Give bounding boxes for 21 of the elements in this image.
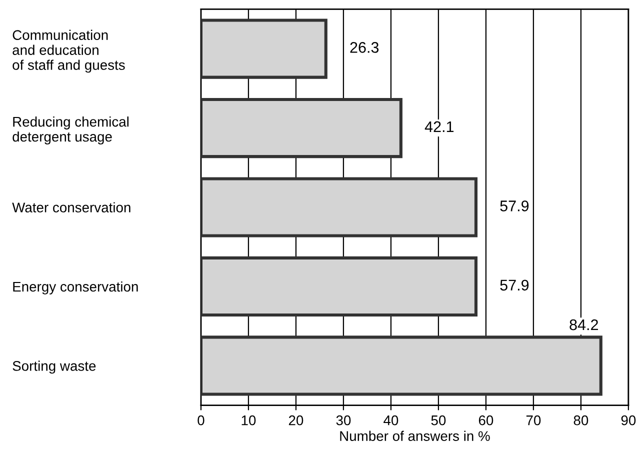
x-tick-label: 40 xyxy=(384,415,398,426)
data-label: 57.9 xyxy=(500,200,529,212)
data-label: 42.1 xyxy=(424,121,454,132)
x-tick-label: 50 xyxy=(431,415,446,426)
x-tick-label: 80 xyxy=(574,415,588,426)
x-tick-label: 0 xyxy=(198,415,204,426)
x-tick-label: 30 xyxy=(336,415,351,426)
x-tick-label: 20 xyxy=(288,415,304,426)
x-tick-label: 60 xyxy=(478,415,494,426)
y-tick-label: Reducing chemical detergent usage xyxy=(12,116,128,144)
x-axis-title: Number of answers in % xyxy=(340,430,490,441)
x-tick-label: 90 xyxy=(621,415,636,426)
data-label: 84.2 xyxy=(570,319,598,330)
x-tick-label: 10 xyxy=(242,415,256,426)
data-label: 26.3 xyxy=(350,42,379,53)
y-tick-label: Water conservation xyxy=(12,202,130,212)
y-tick-label: Energy conservation xyxy=(13,281,138,294)
y-tick-label: Communication and education of staff and guests xyxy=(12,30,125,73)
data-label: 57.9 xyxy=(500,280,529,291)
x-tick-label: 70 xyxy=(526,415,541,426)
y-tick-label: Sorting waste xyxy=(12,360,96,374)
